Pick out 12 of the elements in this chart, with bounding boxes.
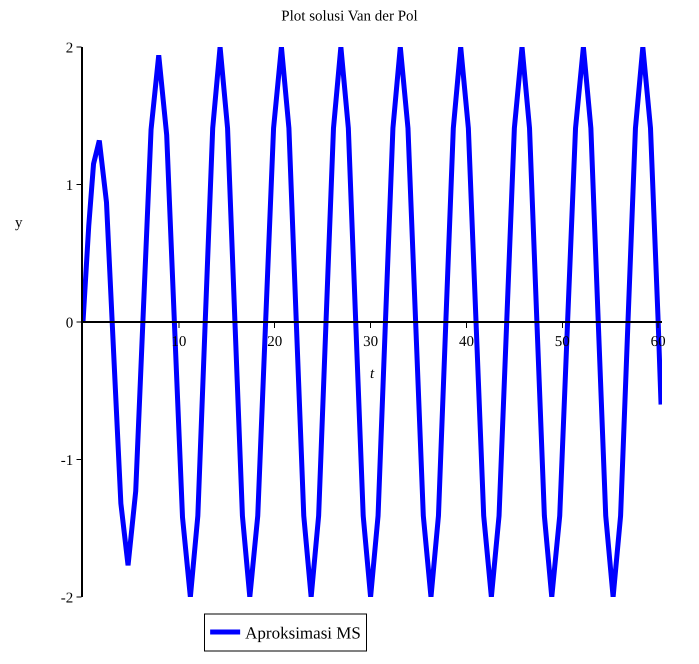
y-tick-label: 0 <box>66 315 74 332</box>
y-tick-label: 1 <box>66 178 74 194</box>
y-axis-title: y <box>15 215 23 231</box>
x-axis-title: t <box>370 366 375 382</box>
legend-label: Aproksimasi MS <box>245 624 361 643</box>
y-tick-label: -2 <box>60 590 74 606</box>
x-tick-label: 20 <box>267 334 282 350</box>
x-tick-label: 30 <box>363 334 378 350</box>
x-tick-label: 40 <box>458 334 474 350</box>
y-tick-label: -1 <box>60 452 74 469</box>
chart-title: Plot solusi Van der Pol <box>281 8 418 24</box>
y-tick-label: 2 <box>66 40 74 56</box>
